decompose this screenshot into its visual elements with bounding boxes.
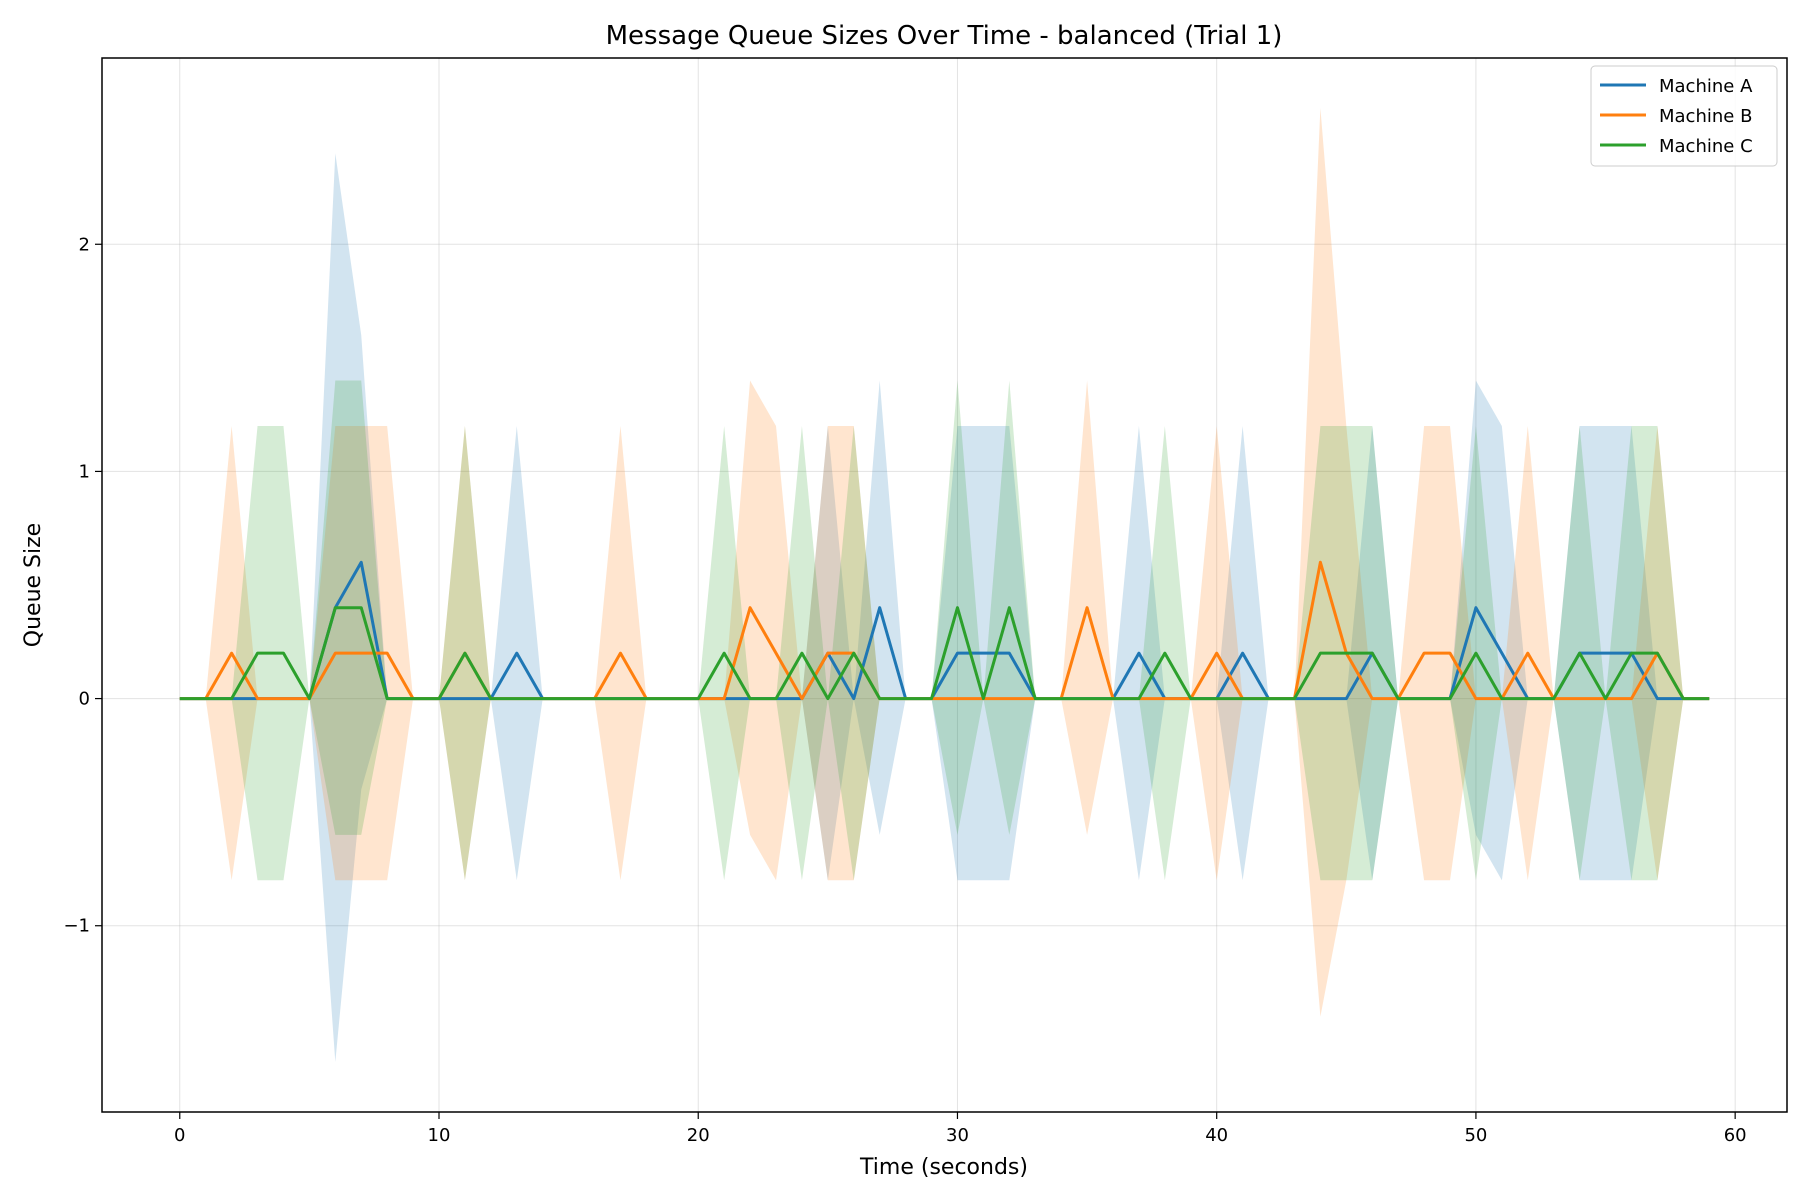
series-lines [179,560,1710,701]
y-tick-label: 1 [79,461,90,482]
legend: Machine A Machine B Machine C [1590,65,1778,167]
legend-box [1590,65,1778,167]
x-axis-label: Time (seconds) [859,1155,1028,1180]
y-tick-label: 2 [79,234,90,255]
machine-b-std-band [179,107,1710,1017]
x-tick-label: 30 [946,1125,969,1146]
machine-c-std-band [179,380,1710,881]
gridlines [102,58,1787,1112]
x-tick-label: 20 [687,1125,710,1146]
y-tick-label: 0 [79,689,90,710]
x-tick-label: 0 [174,1125,185,1146]
chart-title: Message Queue Sizes Over Time - balanced… [606,21,1283,51]
y-axis-label: Queue Size [21,523,46,647]
x-tick-label: 40 [1205,1125,1228,1146]
x-tick-label: 50 [1464,1125,1487,1146]
std-bands [179,107,1710,1063]
y-tick-label: −1 [63,916,90,937]
x-tick-label: 10 [428,1125,451,1146]
x-tick-label: 60 [1724,1125,1747,1146]
plot-frame [101,57,1788,1113]
x-axis-ticks: 0 10 20 30 40 50 60 [174,1112,1747,1146]
legend-label-machine-c: Machine C [1659,136,1753,157]
machine-a-std-band [179,153,1710,1063]
legend-label-machine-a: Machine A [1659,76,1753,97]
legend-label-machine-b: Machine B [1659,106,1752,127]
machine-c-line [179,606,1710,701]
y-axis-ticks: −1 0 1 2 [63,234,102,937]
